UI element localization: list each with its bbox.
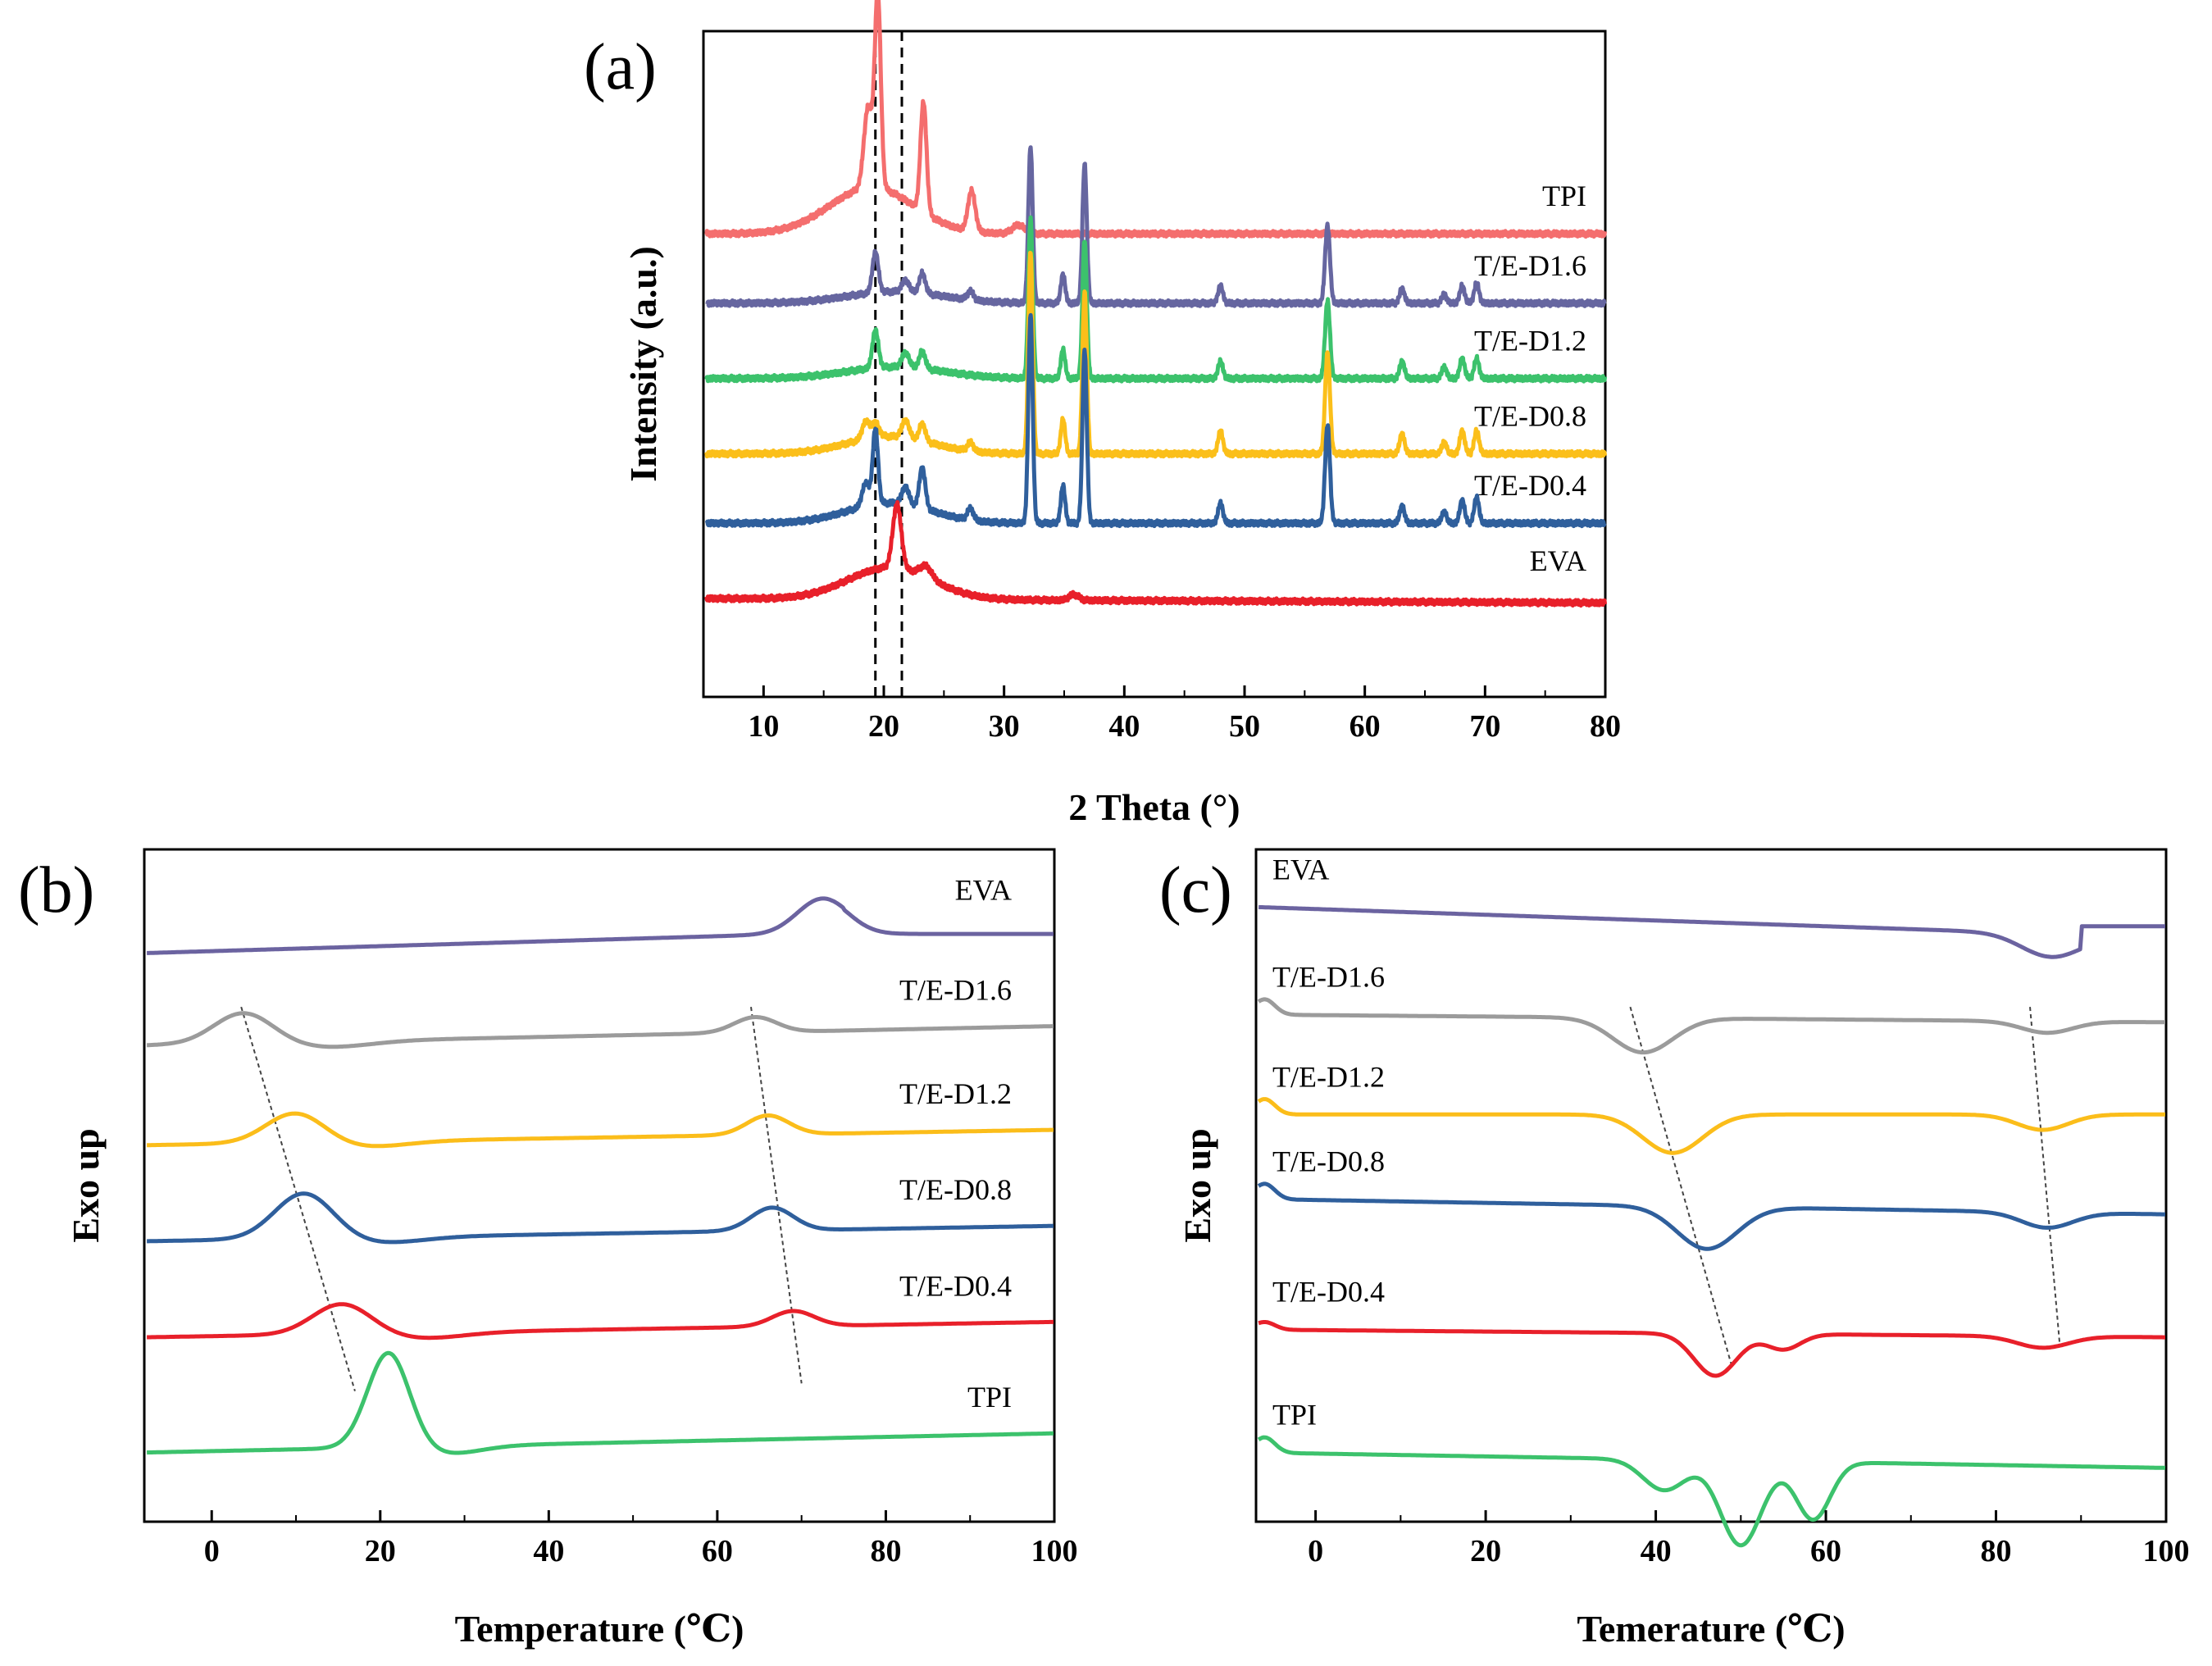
xrd-label-t-e-d1-6: T/E-D1.6	[1474, 249, 1586, 282]
panel-b-tick-label-40: 40	[533, 1534, 564, 1568]
dsc-c-label-t-e-d1-6: T/E-D1.6	[1272, 960, 1385, 993]
dsc-c-curve-tpi	[1257, 1435, 2166, 1548]
dsc-c-curve-t-e-d1-6	[1257, 997, 2166, 1055]
panel-a-tick-label-80: 80	[1590, 709, 1621, 744]
panel-a-tick-label-70: 70	[1469, 709, 1500, 744]
dsc-b-label-t-e-d1-2: T/E-D1.2	[899, 1077, 1012, 1110]
panel-a-xrd: (a) TPI T/E-D1.6 T/E-D1.2 T/E-D0.8 T/E-D0.4 E…	[584, 0, 1621, 828]
panel-a-tick-label-60: 60	[1350, 709, 1381, 744]
dsc-b-label-t-e-d1-6: T/E-D1.6	[899, 974, 1012, 1007]
xrd-label-tpi: TPI	[1542, 180, 1586, 212]
panel-a-tick-label-30: 30	[989, 709, 1020, 744]
dsc-c-label-t-e-d0-8: T/E-D0.8	[1272, 1145, 1385, 1177]
panel-a-y-axis-title: Intensity (a.u.)	[622, 246, 664, 482]
panel-b-tick-label-100: 100	[1031, 1534, 1078, 1568]
dsc-b-curve-t-e-d1-2	[146, 1111, 1054, 1149]
dsc-b-curve-t-e-d0-4	[146, 1302, 1054, 1341]
panel-c-tick-label-60: 60	[1810, 1534, 1841, 1568]
dsc-c-label-t-e-d1-2: T/E-D1.2	[1272, 1060, 1385, 1093]
dsc-b-curve-tpi	[146, 1350, 1054, 1455]
panel-a-frame	[702, 30, 1607, 699]
panel-a-tick-label-20: 20	[868, 709, 899, 744]
xrd-curve-t-e-d0-8	[704, 250, 1608, 459]
dsc-c-label-tpi: TPI	[1272, 1399, 1317, 1432]
panel-a-x-ticks: 10 20 30 40 50 60 70 80	[703, 685, 1621, 744]
xrd-curve-tpi	[704, 0, 1608, 239]
dsc-b-curve-t-e-d1-6	[146, 1011, 1054, 1049]
panel-b-tick-label-20: 20	[365, 1534, 396, 1568]
dsc-c-curve-t-e-d1-2	[1257, 1097, 2166, 1155]
panel-b-y-axis-title: Exo up	[65, 1128, 107, 1242]
dsc-b-label-tpi: TPI	[967, 1381, 1012, 1413]
panel-c-trend-lines	[1629, 1006, 2061, 1368]
panel-b-tick-label-60: 60	[702, 1534, 733, 1568]
panel-c-x-ticks: 0 20 40 60 80 100	[1308, 1510, 2190, 1568]
panel-b-x-ticks: 0 20 40 60 80 100	[204, 1510, 1078, 1568]
panel-a-tick-label-50: 50	[1229, 709, 1260, 744]
panel-b-trend-lines	[240, 1006, 803, 1391]
panel-b-dsc-cooling: (b) EVA T/E-D1.6 T/E-D1.2 T/E-D0.8 T/E-D0.4 T…	[18, 848, 1078, 1650]
xrd-label-eva: EVA	[1530, 544, 1586, 577]
panel-b-tick-label-0: 0	[204, 1534, 220, 1568]
panel-b-tick-label-80: 80	[870, 1534, 901, 1568]
panel-c-y-axis-title: Exo up	[1177, 1128, 1218, 1242]
panel-c-tick-label-40: 40	[1641, 1534, 1672, 1568]
panel-b-curves	[146, 896, 1054, 1455]
panel-b-trend-line-2	[750, 1006, 803, 1384]
dsc-b-label-t-e-d0-4: T/E-D0.4	[899, 1269, 1012, 1302]
panel-c-tick-label-80: 80	[1981, 1534, 2012, 1568]
panel-a-x-axis-title: 2 Theta (°)	[1068, 786, 1240, 828]
panel-c-trend-line-2	[2029, 1007, 2061, 1345]
panel-a-label: (a)	[584, 31, 657, 103]
xrd-curve-t-e-d0-4	[704, 312, 1607, 529]
panel-a-tick-label-40: 40	[1108, 709, 1140, 744]
dsc-c-label-t-e-d0-4: T/E-D0.4	[1272, 1276, 1385, 1309]
dsc-b-curve-eva	[146, 896, 1054, 955]
panel-a-tick-label-10: 10	[748, 709, 779, 744]
xrd-curve-eva	[704, 500, 1608, 608]
panel-c-series-labels: EVA T/E-D1.6 T/E-D1.2 T/E-D0.8 T/E-D0.4 TPI	[1272, 853, 1385, 1431]
panel-a-curves	[704, 0, 1608, 608]
xrd-curve-t-e-d1-6	[704, 145, 1607, 308]
panel-c-trend-line-1	[1629, 1006, 1733, 1368]
panel-b-frame	[143, 848, 1056, 1523]
panel-c-x-axis-title: Temerature (℃)	[1577, 1608, 1845, 1650]
dsc-c-curve-t-e-d0-4	[1258, 1320, 2166, 1378]
panel-a-series-labels: TPI T/E-D1.6 T/E-D1.2 T/E-D0.8 T/E-D0.4 EVA	[1474, 180, 1586, 577]
panel-c-tick-label-100: 100	[2143, 1534, 2190, 1568]
panel-c-tick-label-0: 0	[1308, 1534, 1323, 1568]
panel-b-trend-line-1	[240, 1006, 356, 1391]
dsc-b-label-t-e-d0-8: T/E-D0.8	[899, 1173, 1012, 1206]
panel-b-series-labels: EVA T/E-D1.6 T/E-D1.2 T/E-D0.8 T/E-D0.4 TPI	[899, 874, 1012, 1414]
panel-b-x-axis-title: Temperature (℃)	[455, 1608, 744, 1650]
xrd-label-t-e-d0-8: T/E-D0.8	[1474, 399, 1586, 432]
xrd-label-t-e-d1-2: T/E-D1.2	[1474, 325, 1586, 357]
panel-c-curves	[1257, 904, 2166, 1548]
panel-c-dsc-heating: (c) EVA T/E-D1.6 T/E-D1.2 T/E-D0.8 T/E-D0.4 T…	[1159, 848, 2190, 1650]
panel-c-label: (c)	[1159, 854, 1232, 926]
dsc-c-curve-t-e-d0-8	[1257, 1181, 2166, 1251]
xrd-label-t-e-d0-4: T/E-D0.4	[1474, 469, 1586, 502]
dsc-b-label-eva: EVA	[955, 874, 1012, 907]
dsc-c-curve-eva	[1258, 904, 2166, 959]
panel-c-frame	[1254, 848, 2168, 1523]
panel-c-tick-label-20: 20	[1470, 1534, 1501, 1568]
dsc-b-curve-t-e-d0-8	[146, 1191, 1054, 1245]
panel-b-label: (b)	[18, 854, 94, 926]
xrd-curve-t-e-d1-2	[704, 215, 1608, 384]
dsc-c-label-eva: EVA	[1272, 853, 1329, 885]
